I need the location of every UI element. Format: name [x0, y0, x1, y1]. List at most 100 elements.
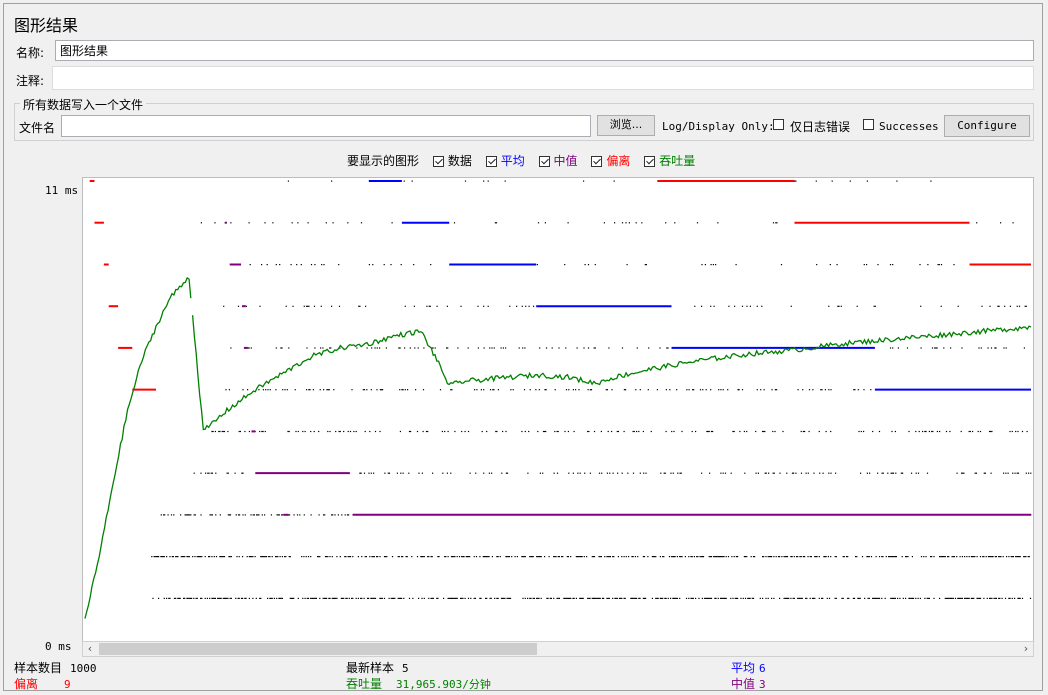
- data-point: [437, 556, 439, 558]
- data-point: [825, 430, 827, 433]
- data-point: [250, 347, 252, 349]
- data-point: [796, 556, 798, 558]
- data-point: [491, 472, 493, 474]
- data-point: [270, 514, 272, 516]
- data-checkbox[interactable]: [432, 156, 444, 167]
- data-point: [230, 556, 232, 558]
- data-point: [773, 472, 775, 474]
- data-point: [536, 597, 538, 599]
- data-point: [175, 556, 177, 558]
- browse-button[interactable]: 浏览...: [597, 115, 655, 136]
- deviation-checkbox[interactable]: [591, 156, 603, 167]
- data-point: [584, 472, 586, 474]
- data-point: [1005, 472, 1007, 474]
- data-point: [429, 305, 431, 307]
- toggle-deviation[interactable]: 偏离: [591, 152, 630, 169]
- data-point: [858, 597, 860, 599]
- name-input[interactable]: 图形结果: [55, 40, 1034, 61]
- errors-only-checkbox[interactable]: [773, 119, 784, 130]
- data-point: [184, 597, 186, 599]
- data-point: [654, 556, 656, 558]
- data-point: [329, 347, 331, 349]
- data-point: [733, 430, 735, 433]
- data-point: [251, 556, 253, 558]
- comment-input[interactable]: [52, 66, 1034, 90]
- data-point: [186, 514, 188, 516]
- data-point: [970, 556, 972, 558]
- data-point: [870, 556, 873, 558]
- data-point: [1008, 556, 1010, 558]
- data-point: [360, 472, 362, 474]
- data-point: [906, 556, 908, 558]
- data-point: [781, 556, 783, 558]
- data-point: [993, 597, 995, 599]
- data-point: [643, 556, 646, 558]
- data-point: [322, 597, 324, 599]
- scroll-right-icon[interactable]: ›: [1023, 642, 1029, 655]
- data-point: [245, 305, 247, 307]
- data-point: [928, 597, 930, 599]
- horizontal-scrollbar[interactable]: ‹ ›: [82, 641, 1034, 657]
- data-point: [567, 430, 569, 433]
- data-point: [421, 472, 423, 474]
- data-point: [266, 264, 268, 266]
- data-point: [697, 556, 699, 558]
- data-point: [995, 597, 997, 599]
- data-point: [746, 430, 748, 433]
- throughput-checkbox[interactable]: [644, 156, 656, 167]
- toggle-data[interactable]: 数据: [432, 152, 472, 169]
- data-point: [352, 597, 354, 599]
- data-point: [264, 430, 266, 433]
- data-point: [598, 556, 600, 558]
- data-point: [322, 347, 324, 349]
- average-checkbox[interactable]: [485, 156, 497, 167]
- data-point: [749, 597, 751, 599]
- toggle-median[interactable]: 中值: [538, 152, 578, 169]
- data-point: [691, 430, 693, 433]
- data-point: [348, 514, 350, 516]
- data-point: [828, 389, 830, 391]
- scrollbar-thumb[interactable]: [99, 643, 537, 655]
- data-point: [186, 597, 188, 599]
- data-point: [264, 556, 266, 558]
- data-point: [621, 597, 623, 599]
- toggle-average[interactable]: 平均: [485, 152, 525, 169]
- sample-count-label: 样本数目: [14, 661, 63, 675]
- data-point: [931, 347, 934, 349]
- scroll-left-icon[interactable]: ‹: [87, 642, 93, 655]
- data-point: [307, 556, 310, 558]
- data-point: [853, 597, 856, 599]
- data-point: [185, 514, 187, 516]
- data-point: [601, 597, 604, 599]
- data-point: [417, 347, 419, 349]
- data-point: [299, 514, 301, 516]
- data-point: [436, 305, 438, 307]
- data-point: [514, 556, 516, 558]
- data-point: [600, 430, 602, 433]
- data-point: [877, 264, 879, 266]
- successes-checkbox[interactable]: [863, 119, 874, 130]
- data-point: [289, 514, 291, 516]
- data-point: [835, 597, 837, 599]
- data-point: [486, 556, 488, 558]
- toggle-throughput[interactable]: 吞吐量: [644, 152, 695, 169]
- data-point: [743, 556, 745, 558]
- filename-input[interactable]: [61, 115, 591, 137]
- data-point: [828, 472, 830, 474]
- data-point: [911, 472, 913, 474]
- y-axis-max-label: 11 ms: [45, 184, 79, 197]
- data-point: [567, 556, 569, 558]
- data-point: [500, 347, 502, 349]
- data-point: [279, 264, 281, 266]
- data-point: [983, 556, 985, 558]
- data-point: [712, 430, 714, 433]
- data-point: [575, 597, 577, 599]
- data-point: [348, 597, 350, 599]
- data-point: [380, 389, 383, 391]
- data-point: [577, 472, 579, 474]
- average-stat: 平均 6: [731, 659, 766, 676]
- configure-button[interactable]: Configure: [944, 115, 1030, 137]
- data-point: [152, 597, 154, 599]
- data-point: [735, 264, 737, 266]
- median-checkbox[interactable]: [538, 156, 550, 167]
